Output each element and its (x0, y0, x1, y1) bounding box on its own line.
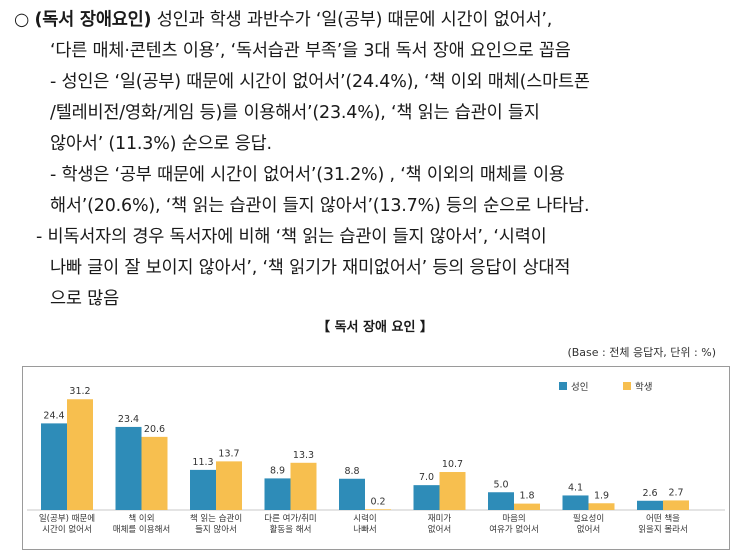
section-heading: (독서 장애요인) (34, 10, 152, 30)
category-label-9-1: 어떤 책을 (646, 513, 680, 524)
bar-adult-7 (488, 492, 514, 510)
data-label-student-1: 31.2 (69, 386, 90, 397)
line-8: - 비독서자의 경우 독서자에 비해 ‘책 읽는 습관이 들지 않아서’, ‘시… (36, 227, 547, 247)
category-label-2-1: 책 이외 (128, 513, 154, 524)
category-label-4-1: 다른 여가/취미 (264, 513, 317, 524)
data-label-adult-5: 8.8 (344, 466, 359, 477)
line-3: - 성인은 ‘일(공부) 때문에 시간이 없어서’(24.4%), ‘책 이외 … (50, 72, 590, 92)
category-label-9-2: 읽을지 몰라서 (638, 525, 688, 535)
data-label-adult-4: 8.9 (270, 465, 285, 476)
category-label-7-2: 여유가 없어서 (489, 524, 539, 535)
category-label-3-1: 책 읽는 습관이 (190, 513, 242, 524)
bar-student-7 (514, 503, 540, 510)
legend-swatch-adult (559, 382, 567, 390)
data-label-student-6: 10.7 (442, 459, 463, 470)
bar-adult-6 (413, 485, 440, 510)
bar-student-8 (588, 503, 615, 510)
line-7: 해서’(20.6%), ‘책 읽는 습관이 들지 않아서’(13.7%) 등의 … (50, 196, 590, 216)
category-label-1-2: 시간이 없어서 (42, 524, 92, 535)
data-label-student-9: 2.7 (668, 487, 683, 498)
line-1: ○ (독서 장애요인) 성인과 학생 과반수가 ‘일(공부) 때문에 시간이 없… (14, 6, 552, 31)
bar-adult-2 (115, 426, 142, 510)
bar-adult-8 (562, 495, 589, 510)
bar-student-2 (141, 436, 168, 510)
data-label-student-4: 13.3 (293, 450, 314, 461)
data-label-adult-1: 24.4 (43, 410, 64, 421)
line-9: 나빠 글이 잘 보이지 않아서’, ‘책 읽기가 재미없어서’ 등의 응답이 상… (50, 258, 571, 278)
category-label-6-2: 없어서 (428, 524, 451, 535)
data-label-adult-9: 2.6 (642, 488, 657, 499)
bar-adult-4 (264, 478, 291, 510)
data-label-student-8: 1.9 (594, 490, 609, 501)
category-label-2-2: 매체를 이용해서 (113, 524, 170, 535)
legend-swatch-student (623, 382, 631, 390)
line-6: - 학생은 ‘공부 때문에 시간이 없어서’(31.2%) , ‘책 이외의 매… (50, 165, 565, 185)
category-label-4-2: 활동을 해서 (270, 524, 312, 535)
data-label-adult-2: 23.4 (118, 414, 139, 425)
data-label-adult-7: 5.0 (493, 479, 508, 490)
category-label-3-2: 들지 않아서 (195, 524, 237, 535)
data-label-student-7: 1.8 (519, 491, 534, 502)
bar-student-1 (67, 399, 93, 510)
data-label-adult-6: 7.0 (419, 472, 434, 483)
data-label-student-2: 20.6 (144, 424, 165, 435)
line-2: ‘다른 매체·콘텐츠 이용’, ‘독서습관 부족’을 3대 독서 장애 요인으로… (50, 41, 571, 61)
chart-base-note: (Base : 전체 응답자, 단위 : %) (567, 346, 716, 359)
bar-student-6 (439, 472, 466, 510)
bar-student-5 (365, 509, 391, 510)
chart-title: 【 독서 장애 요인 】 (317, 320, 433, 335)
bar-student-4 (290, 462, 317, 510)
data-label-adult-8: 4.1 (568, 482, 583, 493)
line-5: 않아서’ (11.3%) 순으로 응답. (50, 134, 272, 154)
line-4: /텔레비전/영화/게임 등)를 이용해서’(23.4%), ‘책 읽는 습관이 … (50, 103, 540, 123)
data-label-adult-3: 11.3 (192, 457, 213, 468)
category-label-5-1: 시력이 (353, 513, 376, 524)
category-label-8-1: 필요성이 (573, 513, 604, 524)
category-label-5-2: 나빠서 (353, 524, 376, 535)
category-label-1-1: 일(공부) 때문에 (39, 513, 95, 524)
data-label-student-3: 13.7 (218, 448, 239, 459)
bar-adult-1 (41, 423, 67, 510)
bar-adult-9 (637, 500, 663, 510)
bar-adult-3 (190, 469, 216, 510)
data-label-student-5: 0.2 (370, 496, 385, 507)
bar-adult-5 (339, 478, 365, 510)
line-10: 으로 많음 (50, 289, 119, 309)
line-1-text: 성인과 학생 과반수가 ‘일(공부) 때문에 시간이 없어서’, (151, 10, 553, 30)
legend-label-student: 학생 (635, 382, 652, 393)
chart-frame: 24.4 31.2 일(공부) 때문에 시간이 없어서 23.4 20.6 책 이외 매체를 … (22, 366, 730, 550)
bullet-circle: ○ (14, 10, 35, 30)
category-label-6-1: 재미가 (428, 514, 452, 524)
category-label-7-1: 마음의 (502, 513, 525, 524)
bar-student-3 (216, 461, 242, 510)
bar-student-9 (663, 500, 689, 510)
legend-label-adult: 성인 (571, 382, 588, 393)
category-label-8-2: 없어서 (577, 524, 600, 535)
